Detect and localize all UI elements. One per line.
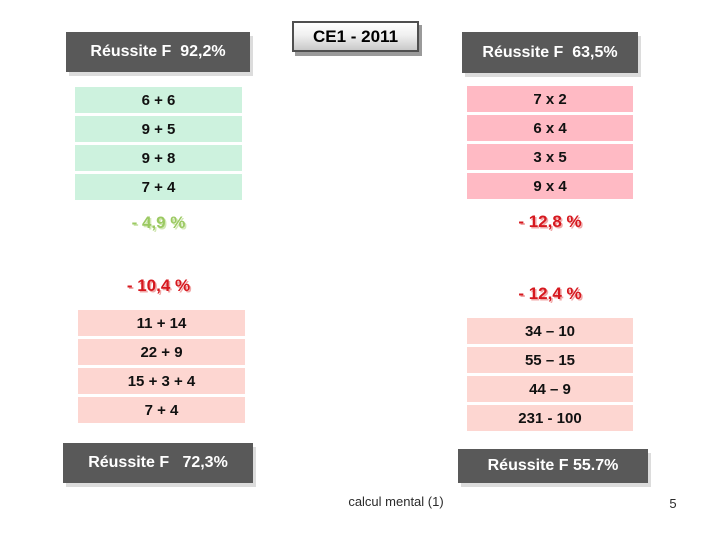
score-badge-bottom-right: Réussite F 55.7% [458, 449, 648, 483]
addition-row: 7 + 4 [78, 397, 245, 423]
multiplication-row: 3 x 5 [467, 144, 633, 170]
addition-row: 15 + 3 + 4 [78, 368, 245, 394]
title-badge: CE1 - 2011 [292, 21, 419, 52]
subtraction-row: 231 - 100 [467, 405, 633, 431]
subtraction-list: 34 – 10 55 – 15 44 – 9 231 - 100 [467, 318, 633, 434]
score-badge-bottom-left: Réussite F 72,3% [63, 443, 253, 483]
addition-row: 7 + 4 [75, 174, 242, 200]
subtraction-row: 55 – 15 [467, 347, 633, 373]
addition-row: 11 + 14 [78, 310, 245, 336]
addition-row: 9 + 5 [75, 116, 242, 142]
title-badge-label: CE1 - 2011 [312, 26, 399, 46]
score-text-bottom-right: Réussite F 55.7% [487, 457, 619, 474]
delta-left-top: - 4,9 % [131, 213, 186, 232]
delta-right-top: - 12,8 % [518, 212, 582, 231]
subtraction-row: 44 – 9 [467, 376, 633, 402]
addition-row: 22 + 9 [78, 339, 245, 365]
page-number: 5 [669, 496, 677, 511]
footer-caption: calcul mental (1) [348, 494, 444, 509]
score-text-top-left: Réussite F 92,2% [90, 43, 226, 60]
multiplication-row: 9 x 4 [467, 173, 633, 199]
score-badge-top-right: Réussite F 63,5% [462, 32, 638, 73]
delta-left-bottom: - 10,4 % [126, 276, 191, 295]
addition-list: 6 + 6 9 + 5 9 + 8 7 + 4 [75, 87, 242, 203]
multiplication-row: 7 x 2 [467, 86, 633, 112]
score-badge-top-left: Réussite F 92,2% [66, 32, 250, 72]
score-text-top-right: Réussite F 63,5% [482, 43, 618, 61]
multiplication-row: 6 x 4 [467, 115, 633, 141]
score-text-bottom-left: Réussite F 72,3% [88, 454, 228, 471]
addition-row: 9 + 8 [75, 145, 242, 171]
multiplication-list: 7 x 2 6 x 4 3 x 5 9 x 4 [467, 86, 633, 202]
subtraction-row: 34 – 10 [467, 318, 633, 344]
addition-row: 6 + 6 [75, 87, 242, 113]
delta-right-bottom: - 12,4 % [518, 284, 582, 303]
addition-list-2: 11 + 14 22 + 9 15 + 3 + 4 7 + 4 [78, 310, 245, 426]
